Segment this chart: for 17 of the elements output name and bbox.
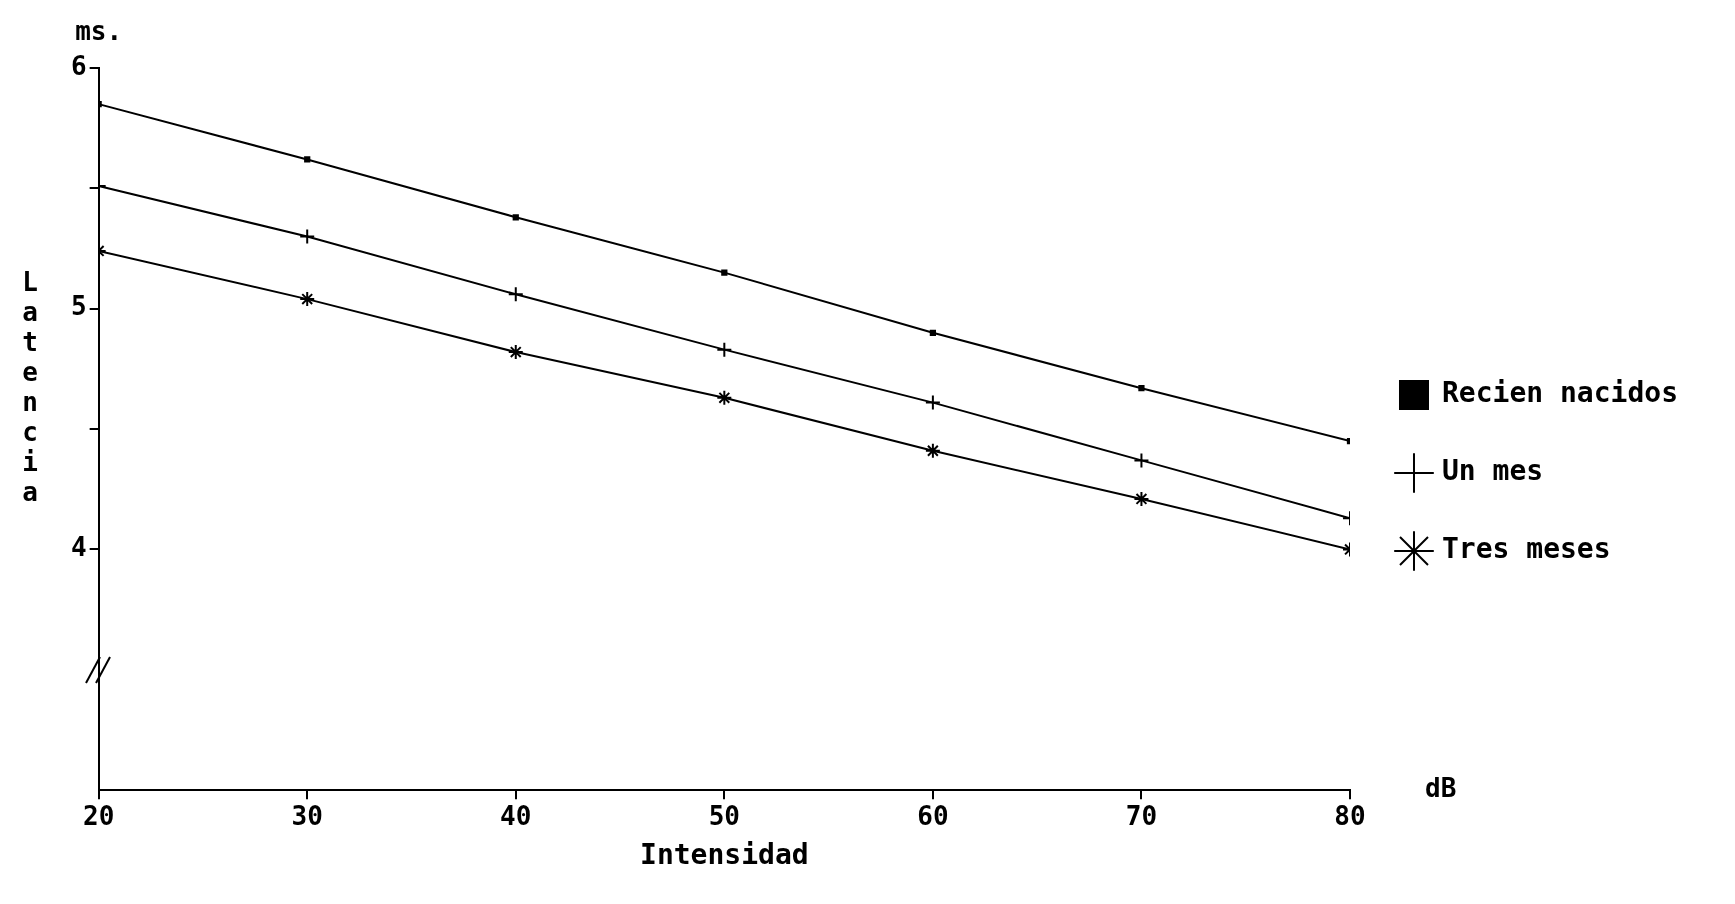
x-axis-title: Intensidad: [640, 838, 809, 872]
text: ms.: [75, 15, 123, 46]
y-axis-title: Latencia: [22, 266, 38, 507]
x-tick-label: 30: [291, 800, 323, 831]
y-tick-label: 5: [71, 291, 87, 322]
x-tick-label: 20: [83, 800, 115, 831]
x-tick-label: 40: [500, 800, 532, 831]
text: dB: [1425, 772, 1457, 803]
x-tick-label: 50: [708, 800, 740, 831]
y-tick-label: 6: [71, 50, 87, 81]
legend-label: Un mes: [1442, 454, 1544, 488]
y-tick-label: 4: [71, 532, 87, 563]
x-tick-label: 70: [1125, 800, 1158, 831]
legend-label: Tres meses: [1442, 532, 1611, 566]
x-tick-label: 60: [917, 800, 949, 831]
x-tick-label: 80: [1334, 800, 1366, 831]
legend-label: Recien nacidos: [1442, 376, 1679, 410]
